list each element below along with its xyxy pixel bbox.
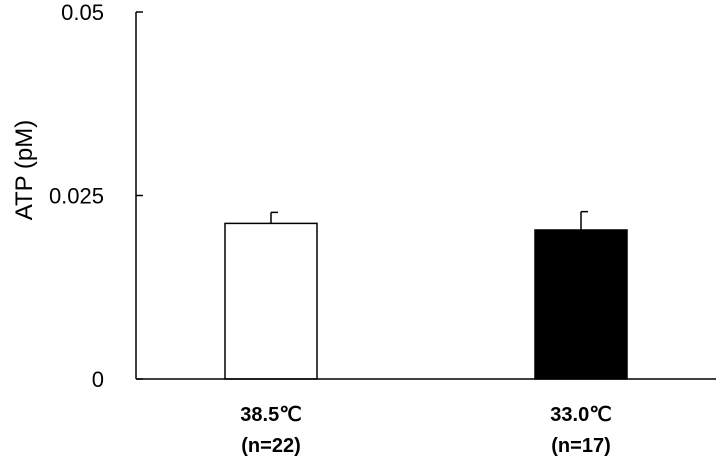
error-bar bbox=[270, 211, 278, 224]
y-axis: 0 0.025 0.05 bbox=[49, 0, 143, 392]
category-label: 38.5℃ bbox=[240, 404, 301, 426]
category-label: 33.0℃ bbox=[550, 404, 611, 426]
error-bar bbox=[580, 210, 588, 230]
category-sample-size: (n=22) bbox=[241, 435, 300, 457]
y-tick-label: 0.025 bbox=[49, 184, 104, 209]
error-bars bbox=[270, 210, 588, 230]
bar bbox=[534, 229, 628, 380]
bar bbox=[224, 222, 318, 380]
bars bbox=[224, 222, 628, 380]
x-axis-labels: 38.5℃ (n=22) 33.0℃ (n=17) bbox=[240, 404, 611, 457]
y-axis-title: ATP (pM) bbox=[11, 120, 38, 220]
category-sample-size: (n=17) bbox=[551, 435, 610, 457]
y-tick-label: 0.05 bbox=[61, 0, 104, 25]
y-tick-label: 0 bbox=[92, 367, 104, 392]
